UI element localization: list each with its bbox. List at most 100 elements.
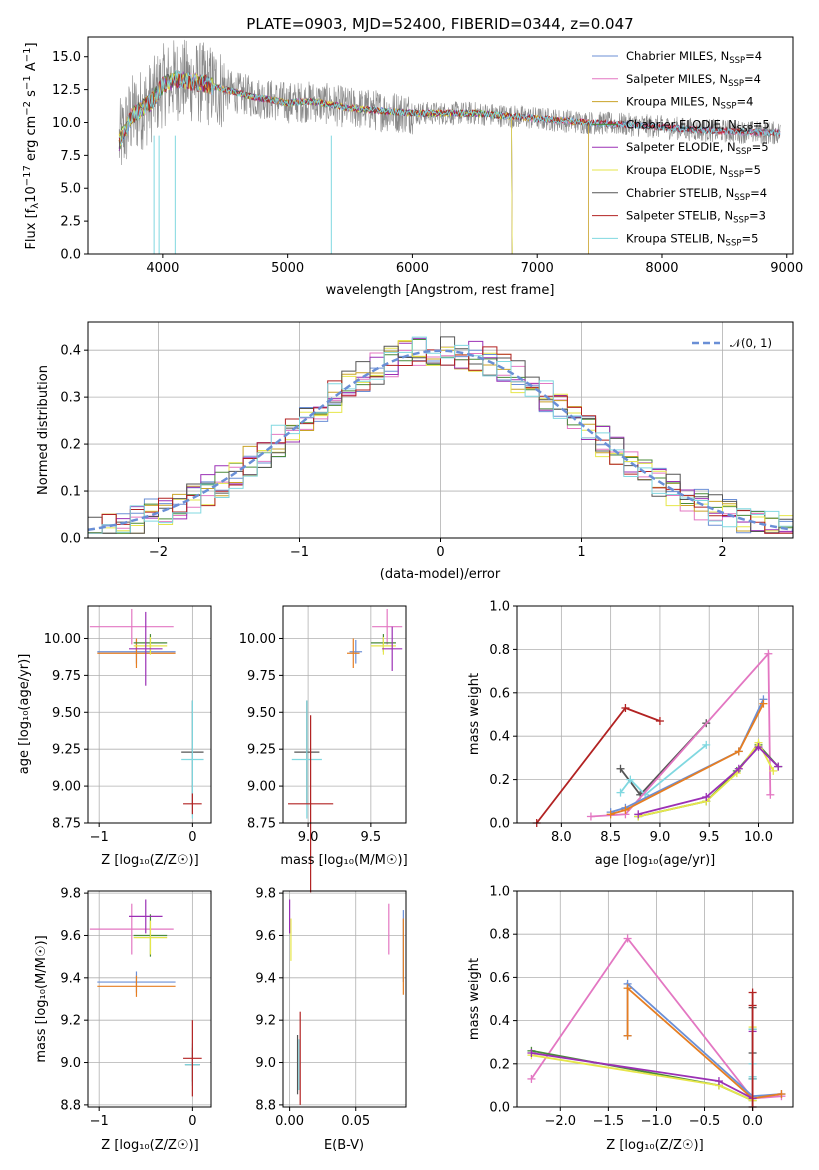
y-tick-label: 0.6 xyxy=(489,971,510,986)
weight-vs-z-frame xyxy=(516,890,794,1108)
y-tick-label: 9.2 xyxy=(60,1014,81,1029)
age-vs-mass-crosses xyxy=(288,608,403,893)
x-tick-label: 9.5 xyxy=(361,830,382,845)
legend-label-salpeter-elodie: Salpeter ELODIE, NSSP=5 xyxy=(626,140,769,157)
weight-marker-salpeter-stelib xyxy=(655,717,664,726)
age-vs-z-crosses xyxy=(89,608,204,819)
weight-marker-salpeter-stelib xyxy=(748,988,757,997)
spectrum-legend: Chabrier MILES, NSSP=4 Salpeter MILES, NS… xyxy=(592,49,770,248)
weight-line-orange xyxy=(610,703,765,816)
age-vs-z-frame xyxy=(87,605,212,824)
weight-marker-salpeter-stelib xyxy=(748,1001,757,1010)
spectrum-title: PLATE=0903, MJD=52400, FIBERID=0344, z=0… xyxy=(246,15,633,33)
x-tick-label: 9.0 xyxy=(298,830,319,845)
age-vs-z-ticks: −1 0 8.75 9.00 9.25 9.50 9.75 10.00 xyxy=(44,632,197,845)
weight-marker-kroupa-stelib xyxy=(626,775,635,784)
x-tick-label: 1 xyxy=(577,545,585,560)
x-tick-label: 0.0 xyxy=(742,1114,763,1129)
y-tick-label: 5.0 xyxy=(60,182,81,197)
weight-vs-age-ylabel: mass weight xyxy=(467,673,482,755)
legend-label-salpeter-miles: Salpeter MILES, NSSP=4 xyxy=(626,72,761,89)
x-tick-label: 4000 xyxy=(146,261,179,276)
weight-line-salpeter-miles xyxy=(590,651,772,818)
weight-marker-salpeter-miles xyxy=(766,790,775,799)
weight-vs-z-ylabel: mass weight xyxy=(467,958,482,1040)
x-tick-label: 0 xyxy=(188,830,196,845)
y-tick-label: 0.2 xyxy=(489,1057,510,1072)
y-tick-label: 12.5 xyxy=(52,83,81,98)
y-tick-label: 0.8 xyxy=(489,928,510,943)
y-tick-label: 9.00 xyxy=(52,780,81,795)
age-vs-mass-ticks: 9.0 9.5 8.75 9.00 9.25 9.50 9.75 10.00 xyxy=(239,632,381,845)
y-tick-label: 9.8 xyxy=(60,887,81,902)
weight-vs-z-lines xyxy=(527,934,786,1111)
mass-vs-z-crosses xyxy=(89,899,202,1097)
age-vs-mass-panel: 9.0 9.5 8.75 9.00 9.25 9.50 9.75 10.00 mass [lo… xyxy=(239,605,408,893)
legend-label-kroupa-miles: Kroupa MILES, NSSP=4 xyxy=(626,95,753,112)
x-tick-label: 0 xyxy=(436,545,444,560)
histogram-step-kroupa-stelib xyxy=(88,336,793,534)
weight-marker-orange xyxy=(623,1031,632,1040)
y-tick-label: 0.8 xyxy=(489,643,510,658)
weight-marker-kroupa-stelib xyxy=(702,740,711,749)
weight-marker-salpeter-miles xyxy=(764,649,773,658)
weight-marker-salpeter-miles xyxy=(623,934,632,943)
y-tick-label: 9.4 xyxy=(60,971,81,986)
x-tick-label: 9000 xyxy=(770,261,803,276)
model-spectrum-line-kroupa-stelib xyxy=(118,69,781,146)
legend-label-chabrier-miles: Chabrier MILES, NSSP=4 xyxy=(626,49,762,66)
histogram-step-salpeter-stelib xyxy=(88,346,793,534)
y-tick-label: 9.0 xyxy=(255,1056,276,1071)
y-tick-label: 9.25 xyxy=(52,743,81,758)
histogram-ylabel: Normed distribution xyxy=(36,365,51,495)
x-tick-label: 9.0 xyxy=(650,830,671,845)
weight-marker-salpeter-elodie xyxy=(734,764,743,773)
legend-label-kroupa-elodie: Kroupa ELODIE, NSSP=5 xyxy=(626,163,761,180)
x-tick-label: −1 xyxy=(290,545,309,560)
y-tick-label: 9.8 xyxy=(255,887,276,902)
x-tick-label: 8.5 xyxy=(600,830,621,845)
weight-marker-orange xyxy=(777,1090,786,1099)
x-tick-label: 5000 xyxy=(271,261,304,276)
y-tick-label: 9.4 xyxy=(255,971,276,986)
y-tick-label: 9.00 xyxy=(247,780,276,795)
y-tick-label: 10.00 xyxy=(44,632,81,647)
mass-vs-z-ticks: −1 0 8.8 9.0 9.2 9.4 9.6 9.8 xyxy=(60,887,196,1129)
x-tick-label: 0.00 xyxy=(275,1114,304,1129)
weight-vs-z-ticks: −2.0 −1.5 −1.0 −0.5 0.0 0.0 0.2 0.4 0.6 0.8 1.0 xyxy=(489,885,763,1130)
y-tick-label: 0.4 xyxy=(489,730,510,745)
weight-marker-chabrier-stelib xyxy=(616,764,625,773)
mass-vs-z-xlabel: Z [log₁₀(Z/Z☉)] xyxy=(101,1138,198,1153)
weight-line-chabrier-miles xyxy=(610,698,765,813)
weight-marker-orange xyxy=(623,984,632,993)
y-tick-label: 9.2 xyxy=(255,1014,276,1029)
age-vs-z-ylabel: age [log₁₀(age/yr)] xyxy=(17,654,32,775)
mass-vs-z-frame xyxy=(87,890,212,1108)
y-tick-label: 10.00 xyxy=(239,632,276,647)
weight-marker-salpeter-elodie xyxy=(714,1077,723,1086)
x-tick-label: −1 xyxy=(90,1114,109,1129)
weight-marker-salpeter-miles xyxy=(586,812,595,821)
histogram-panel: −2 −1 0 1 2 0.0 0.1 0.2 0.3 0.4 (data-model)/erro… xyxy=(36,321,794,582)
weight-marker-salpeter-elodie xyxy=(527,1049,536,1057)
weight-vs-age-panel: 8.0 8.5 9.0 9.5 10.0 0.0 0.2 0.4 0.6 0.8 1.0 age [… xyxy=(467,600,794,868)
histogram-ticks: −2 −1 0 1 2 0.0 0.1 0.2 0.3 0.4 xyxy=(60,344,726,560)
weight-marker-orange xyxy=(621,805,630,814)
spectrum-panel: PLATE=0903, MJD=52400, FIBERID=0344, z=0… xyxy=(22,15,803,298)
mass-vs-ebv-panel: 0.00 0.05 8.8 9.0 9.2 9.4 9.6 9.8 E(B-V) xyxy=(255,887,407,1153)
y-tick-label: 0.0 xyxy=(60,248,81,263)
x-tick-label: −1.0 xyxy=(641,1114,673,1129)
legend-label-salpeter-stelib: Salpeter STELIB, NSSP=3 xyxy=(626,209,766,226)
legend-label-chabrier-elodie: Chabrier ELODIE, NSSP=5 xyxy=(626,117,770,134)
y-tick-label: 1.0 xyxy=(489,600,510,615)
histogram-steps xyxy=(88,336,793,534)
y-tick-label: 0.6 xyxy=(489,686,510,701)
age-vs-z-panel: −1 0 8.75 9.00 9.25 9.50 9.75 10.00 Z [log₁₀(Z/… xyxy=(17,605,212,868)
mass-vs-z-panel: −1 0 8.8 9.0 9.2 9.4 9.6 9.8 Z [log₁₀(Z/Z☉)] ma… xyxy=(34,887,212,1153)
x-tick-label: 2 xyxy=(718,545,726,560)
mass-vs-ebv-crosses xyxy=(289,899,404,1105)
y-tick-label: 10.0 xyxy=(52,116,81,131)
y-tick-label: 8.8 xyxy=(60,1098,81,1113)
y-tick-label: 9.75 xyxy=(247,669,276,684)
age-vs-z-xlabel: Z [log₁₀(Z/Z☉)] xyxy=(101,853,198,868)
